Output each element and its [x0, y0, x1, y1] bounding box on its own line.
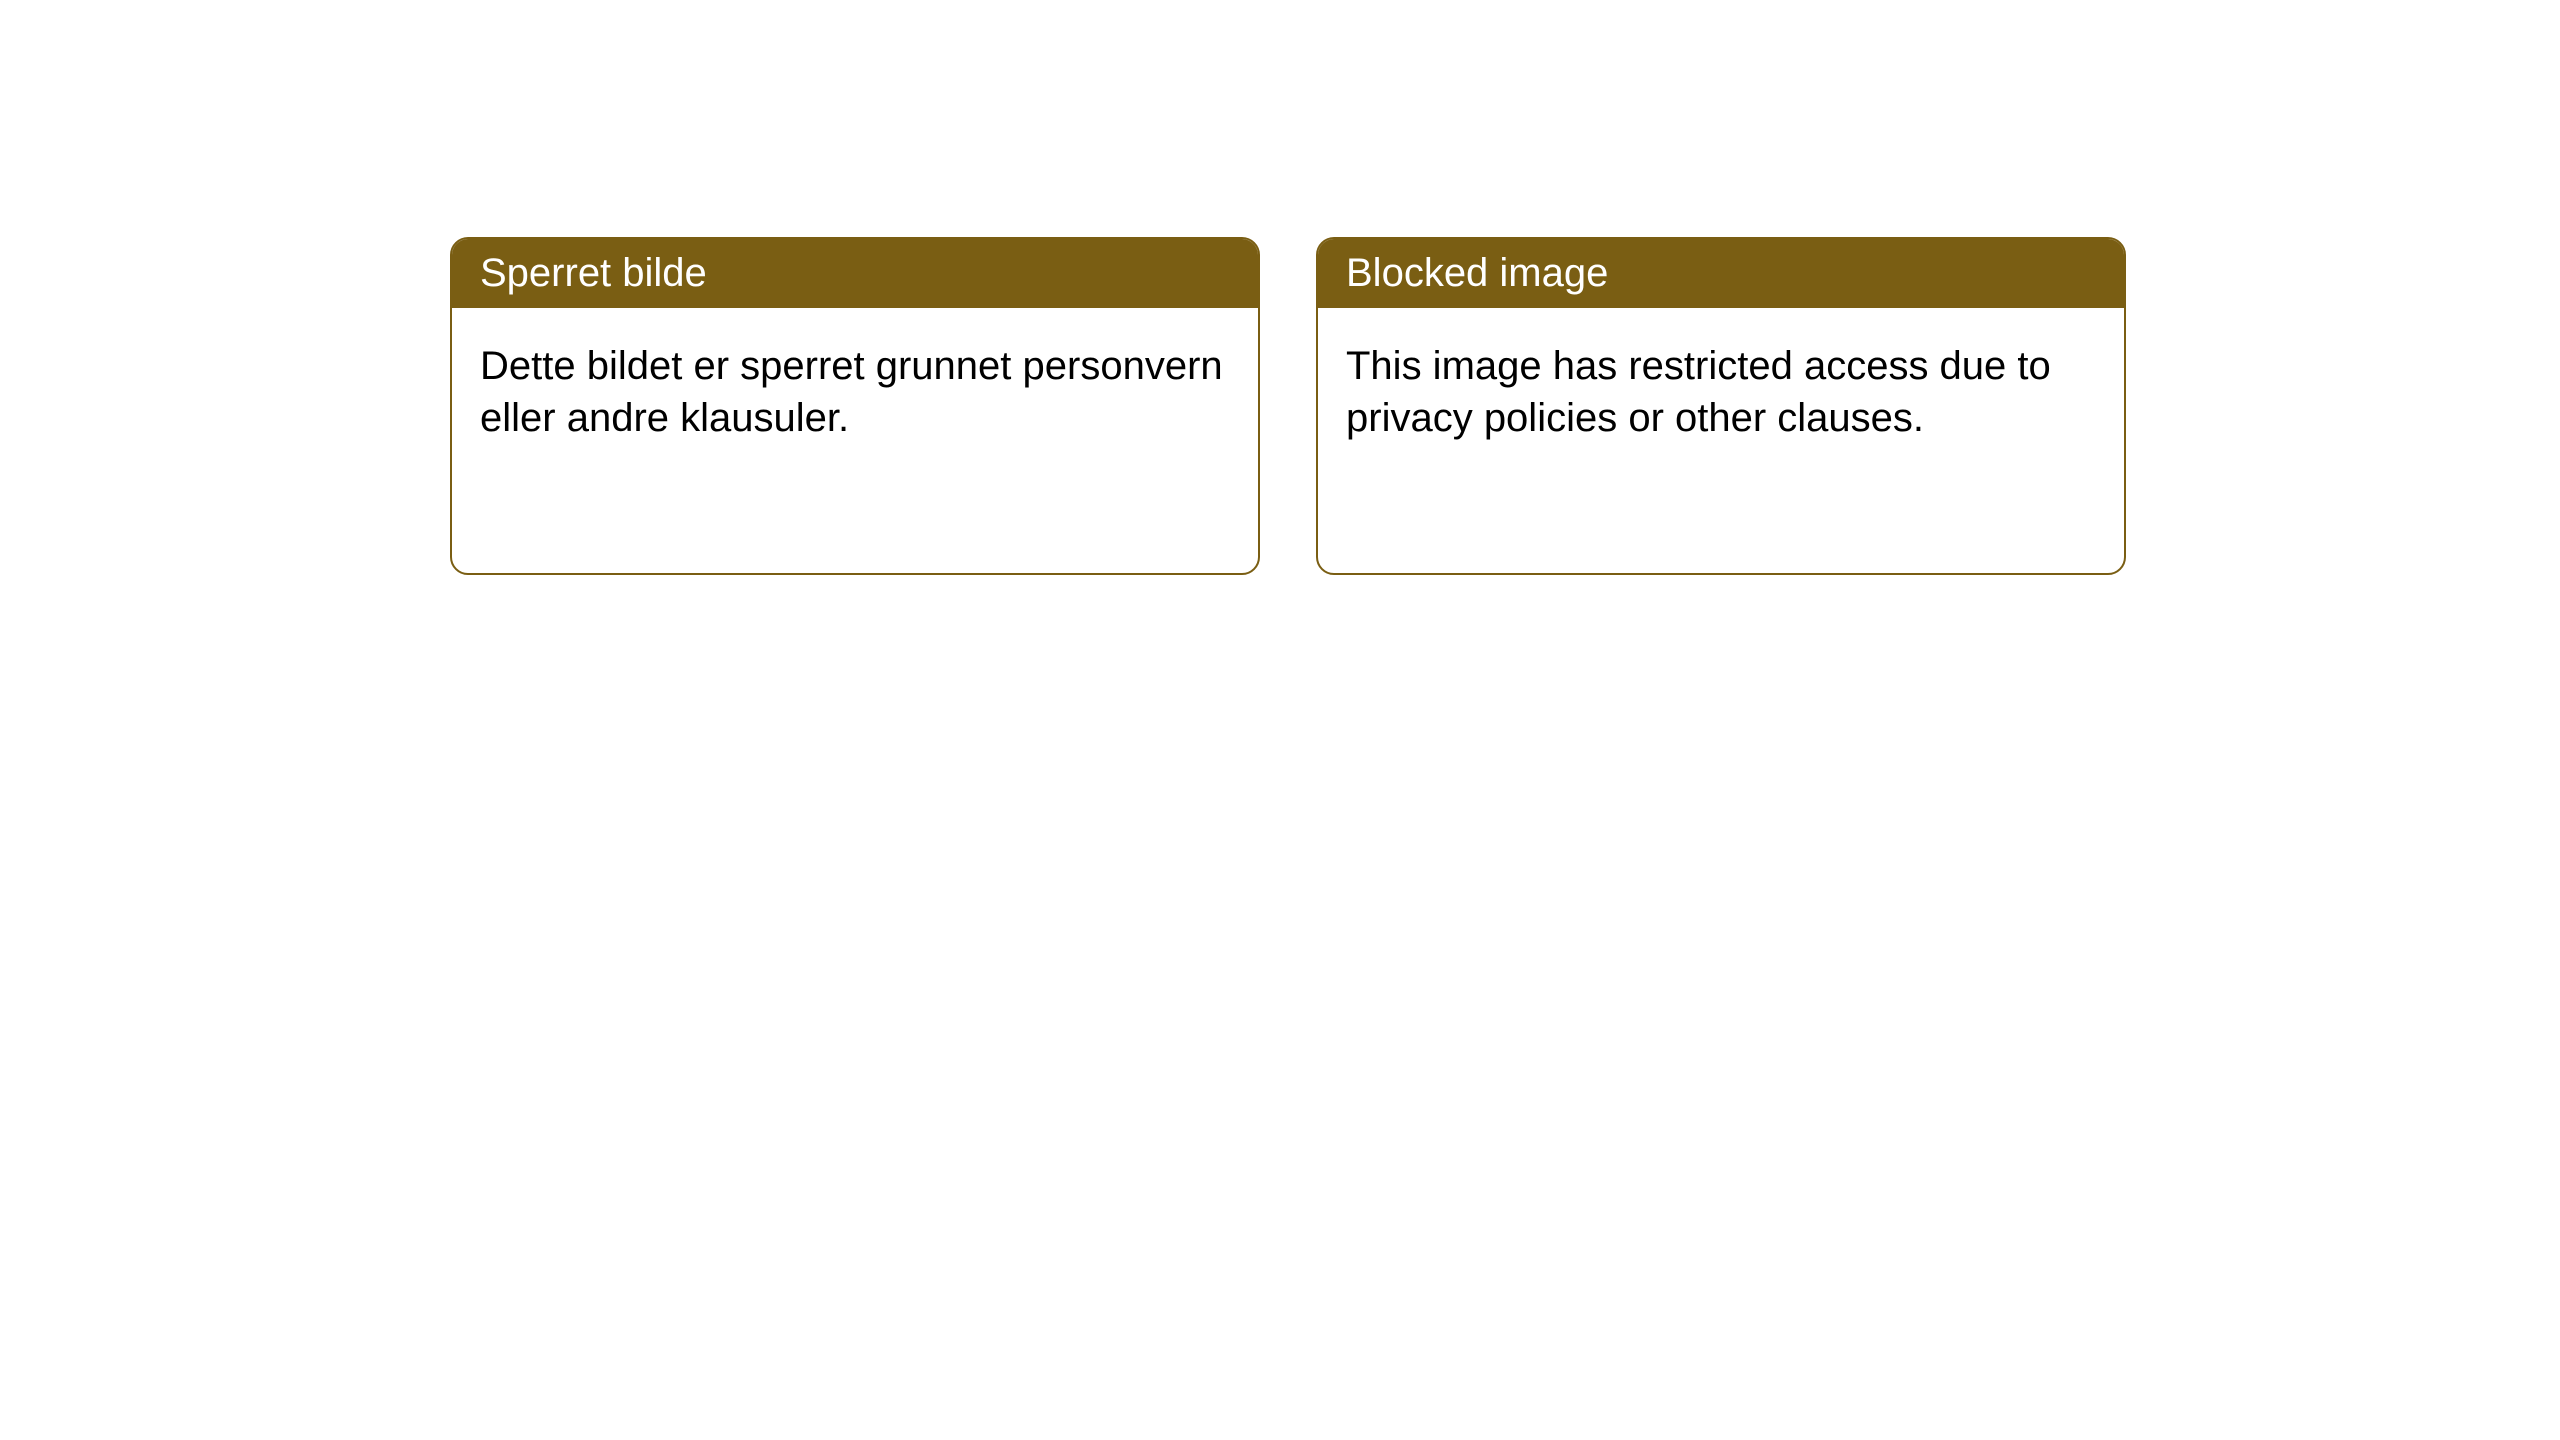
notice-card-english: Blocked image This image has restricted …	[1316, 237, 2126, 575]
notice-title-norwegian: Sperret bilde	[452, 239, 1258, 308]
notice-title-english: Blocked image	[1318, 239, 2124, 308]
notice-card-norwegian: Sperret bilde Dette bildet er sperret gr…	[450, 237, 1260, 575]
notice-body-norwegian: Dette bildet er sperret grunnet personve…	[452, 308, 1258, 476]
notice-body-english: This image has restricted access due to …	[1318, 308, 2124, 476]
notice-container: Sperret bilde Dette bildet er sperret gr…	[0, 0, 2560, 575]
